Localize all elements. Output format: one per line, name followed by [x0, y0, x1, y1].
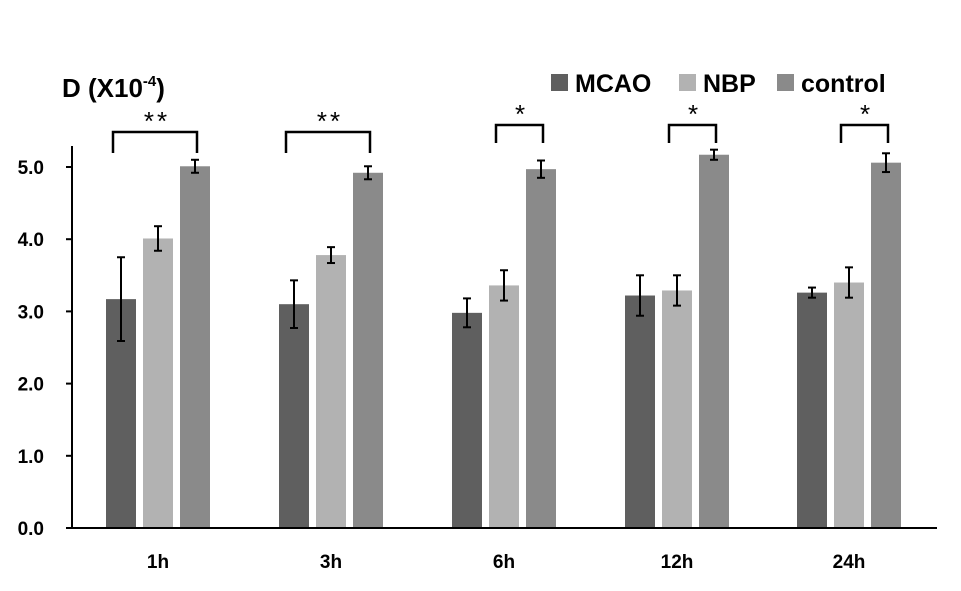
legend-label-control: control [801, 70, 886, 98]
bar-nbp [662, 290, 692, 528]
legend-swatch-control [777, 74, 794, 91]
significance-bracket [111, 130, 199, 153]
bar-mcao [625, 295, 655, 528]
significance-bracket [839, 123, 890, 143]
significance-bracket [284, 130, 372, 153]
y-tick-label: 0.0 [18, 519, 44, 540]
y-axis: 0.0 1.0 2.0 3.0 4.0 5.0 [18, 146, 73, 540]
bar-control [871, 162, 901, 528]
legend: MCAO NBP control [551, 70, 886, 98]
significance-label: * [688, 99, 701, 129]
significance-bracket [494, 123, 545, 143]
bar-nbp [834, 282, 864, 528]
bar-nbp [316, 255, 346, 529]
bar-control [526, 169, 556, 528]
y-tick-label: 1.0 [18, 447, 44, 468]
bar-control [353, 172, 383, 528]
significance-brackets: ** ** * * * [111, 99, 890, 153]
significance-bracket [667, 123, 718, 143]
y-tick-label: 3.0 [18, 302, 44, 323]
x-tick-label: 24h [833, 552, 866, 573]
bar-nbp [489, 285, 519, 528]
significance-label: * [515, 99, 528, 129]
y-axis-label: D (X10-4) [62, 73, 165, 103]
y-tick-label: 2.0 [18, 375, 44, 396]
legend-label-mcao: MCAO [575, 70, 651, 98]
x-tick-label: 3h [320, 552, 342, 573]
bar-mcao [279, 304, 309, 528]
legend-label-nbp: NBP [703, 70, 756, 98]
significance-label: ** [144, 106, 170, 136]
error-bars [117, 148, 890, 343]
significance-label: * [860, 99, 873, 129]
bar-control [180, 166, 210, 528]
y-tick-label: 4.0 [18, 230, 44, 251]
legend-swatch-nbp [679, 74, 696, 91]
x-tick-label: 12h [661, 552, 694, 573]
significance-label: ** [317, 106, 343, 136]
y-tick-label: 5.0 [18, 158, 44, 179]
x-tick-label: 6h [493, 552, 515, 573]
x-axis: 1h 3h 6h 12h 24h [72, 527, 937, 573]
bars [106, 154, 901, 529]
bar-control [699, 154, 729, 528]
bar-mcao [452, 312, 482, 528]
bar-mcao [797, 292, 827, 528]
x-tick-label: 1h [147, 552, 169, 573]
legend-swatch-mcao [551, 74, 568, 91]
bar-nbp [143, 238, 173, 528]
